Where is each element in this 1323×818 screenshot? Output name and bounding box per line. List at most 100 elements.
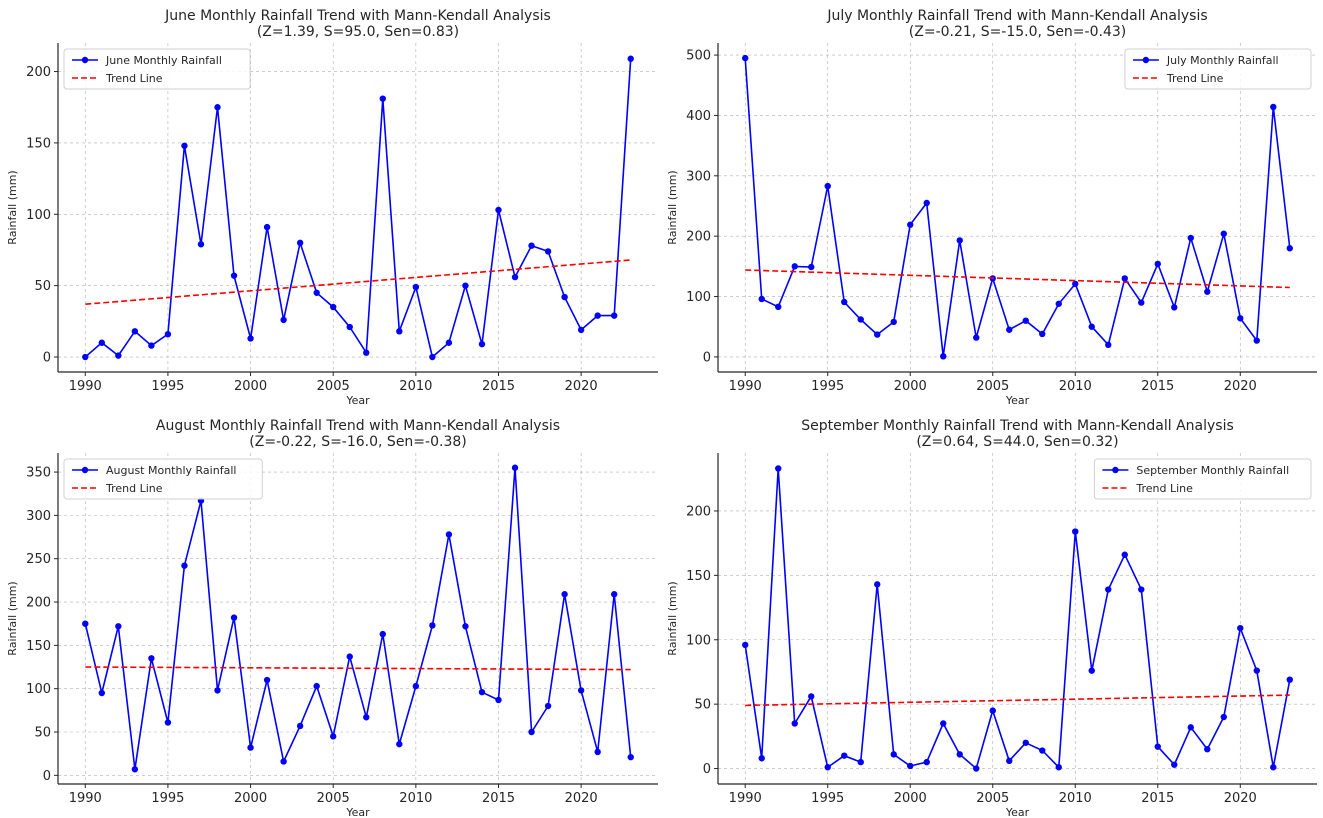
data-point bbox=[495, 696, 502, 704]
data-point bbox=[98, 689, 106, 697]
rainfall-series-line bbox=[744, 58, 1291, 357]
data-point bbox=[1237, 624, 1244, 632]
data-point bbox=[230, 272, 238, 279]
x-tick-label: 2010 bbox=[399, 791, 432, 806]
legend-swatch-marker bbox=[81, 466, 89, 474]
data-point bbox=[1171, 304, 1178, 311]
y-tick-label: 50 bbox=[34, 726, 51, 741]
data-point bbox=[528, 728, 535, 736]
data-point bbox=[742, 54, 749, 62]
data-point bbox=[1286, 245, 1293, 252]
legend-label: Trend Line bbox=[105, 72, 163, 85]
x-tick-label: 2010 bbox=[399, 379, 432, 394]
x-tick-label: 1995 bbox=[811, 791, 844, 806]
y-tick-label: 50 bbox=[34, 279, 51, 294]
data-point bbox=[363, 349, 370, 356]
chart-panel-3: August Monthly Rainfall Trend with Mann-… bbox=[6, 418, 658, 818]
data-point bbox=[429, 622, 436, 629]
data-point bbox=[164, 719, 172, 726]
data-point bbox=[82, 353, 89, 361]
data-point bbox=[115, 352, 122, 359]
data-point bbox=[956, 751, 963, 758]
data-point bbox=[1187, 724, 1194, 731]
data-point bbox=[445, 531, 453, 538]
chart-title: September Monthly Rainfall Trend with Ma… bbox=[801, 418, 1234, 434]
data-point bbox=[874, 581, 881, 588]
data-point bbox=[148, 342, 155, 349]
x-tick-label: 2020 bbox=[1224, 379, 1257, 394]
data-point bbox=[1171, 761, 1178, 768]
data-point bbox=[131, 766, 139, 773]
x-tick-label: 2005 bbox=[317, 379, 350, 394]
data-point bbox=[824, 182, 831, 190]
data-point bbox=[1270, 103, 1277, 111]
legend-box bbox=[63, 48, 251, 90]
data-point bbox=[1039, 330, 1046, 338]
data-point bbox=[263, 223, 271, 231]
data-point bbox=[82, 620, 89, 627]
data-point bbox=[346, 323, 353, 331]
chart-subtitle: (Z=-0.22, S=-16.0, Sen=-0.38) bbox=[249, 434, 466, 450]
chart-panel-1: June Monthly Rainfall Trend with Mann-Ke… bbox=[6, 8, 658, 407]
data-point bbox=[1220, 230, 1227, 237]
legend-box bbox=[1093, 458, 1312, 500]
x-tick-label: 1990 bbox=[69, 791, 102, 806]
x-tick-label: 2005 bbox=[317, 791, 350, 806]
y-tick-label: 200 bbox=[26, 596, 51, 611]
y-tick-label: 300 bbox=[26, 509, 51, 524]
data-point bbox=[824, 764, 831, 771]
data-point bbox=[561, 293, 568, 301]
y-tick-label: 250 bbox=[26, 552, 51, 567]
data-point bbox=[478, 340, 486, 348]
data-point bbox=[263, 676, 271, 684]
x-axis-label: Year bbox=[345, 394, 370, 407]
data-point bbox=[1022, 739, 1029, 746]
data-point bbox=[940, 720, 947, 727]
data-point bbox=[923, 199, 930, 207]
y-tick-label: 100 bbox=[686, 290, 711, 305]
data-point bbox=[429, 353, 436, 361]
legend: September Monthly Rainfall Trend Line bbox=[1093, 458, 1312, 500]
chart-subtitle: (Z=-0.21, S=-15.0, Sen=-0.43) bbox=[909, 24, 1126, 40]
y-axis-label: Rainfall (mm) bbox=[6, 170, 19, 244]
data-point bbox=[1204, 746, 1211, 753]
data-point bbox=[1088, 323, 1095, 330]
data-point bbox=[561, 591, 568, 598]
legend-label: July Monthly Rainfall bbox=[1166, 54, 1279, 67]
data-point bbox=[197, 241, 205, 248]
legend-label: August Monthly Rainfall bbox=[106, 464, 236, 477]
data-point bbox=[1072, 528, 1079, 535]
data-point bbox=[412, 283, 420, 291]
data-point bbox=[857, 758, 864, 766]
data-point bbox=[181, 562, 188, 569]
chart-title: August Monthly Rainfall Trend with Mann-… bbox=[156, 418, 560, 434]
y-tick-label: 200 bbox=[686, 504, 711, 519]
data-point bbox=[313, 682, 320, 690]
data-point bbox=[379, 630, 386, 638]
x-tick-label: 2005 bbox=[976, 379, 1009, 394]
data-point bbox=[594, 748, 601, 756]
x-tick-label: 2015 bbox=[1141, 791, 1174, 806]
y-tick-label: 300 bbox=[686, 169, 711, 184]
chart-title: June Monthly Rainfall Trend with Mann-Ke… bbox=[164, 8, 551, 24]
trend-line bbox=[745, 269, 1290, 289]
data-point bbox=[313, 289, 320, 296]
data-point bbox=[791, 720, 798, 727]
data-point bbox=[610, 312, 618, 319]
trend-line bbox=[745, 694, 1290, 707]
data-point bbox=[1204, 288, 1211, 295]
data-point bbox=[462, 282, 469, 289]
x-tick-label: 2000 bbox=[894, 379, 927, 394]
data-point bbox=[412, 682, 420, 690]
data-point bbox=[577, 687, 585, 694]
data-point bbox=[346, 653, 353, 660]
data-point bbox=[330, 733, 337, 740]
y-tick-label: 100 bbox=[26, 208, 51, 223]
data-point bbox=[214, 687, 221, 694]
data-point bbox=[627, 55, 634, 62]
x-axis-label: Year bbox=[1005, 394, 1030, 407]
data-point bbox=[1270, 764, 1277, 771]
legend-label: September Monthly Rainfall bbox=[1136, 464, 1289, 477]
x-tick-label: 1990 bbox=[69, 379, 102, 394]
chart-subtitle: (Z=1.39, S=95.0, Sen=0.83) bbox=[257, 24, 459, 40]
